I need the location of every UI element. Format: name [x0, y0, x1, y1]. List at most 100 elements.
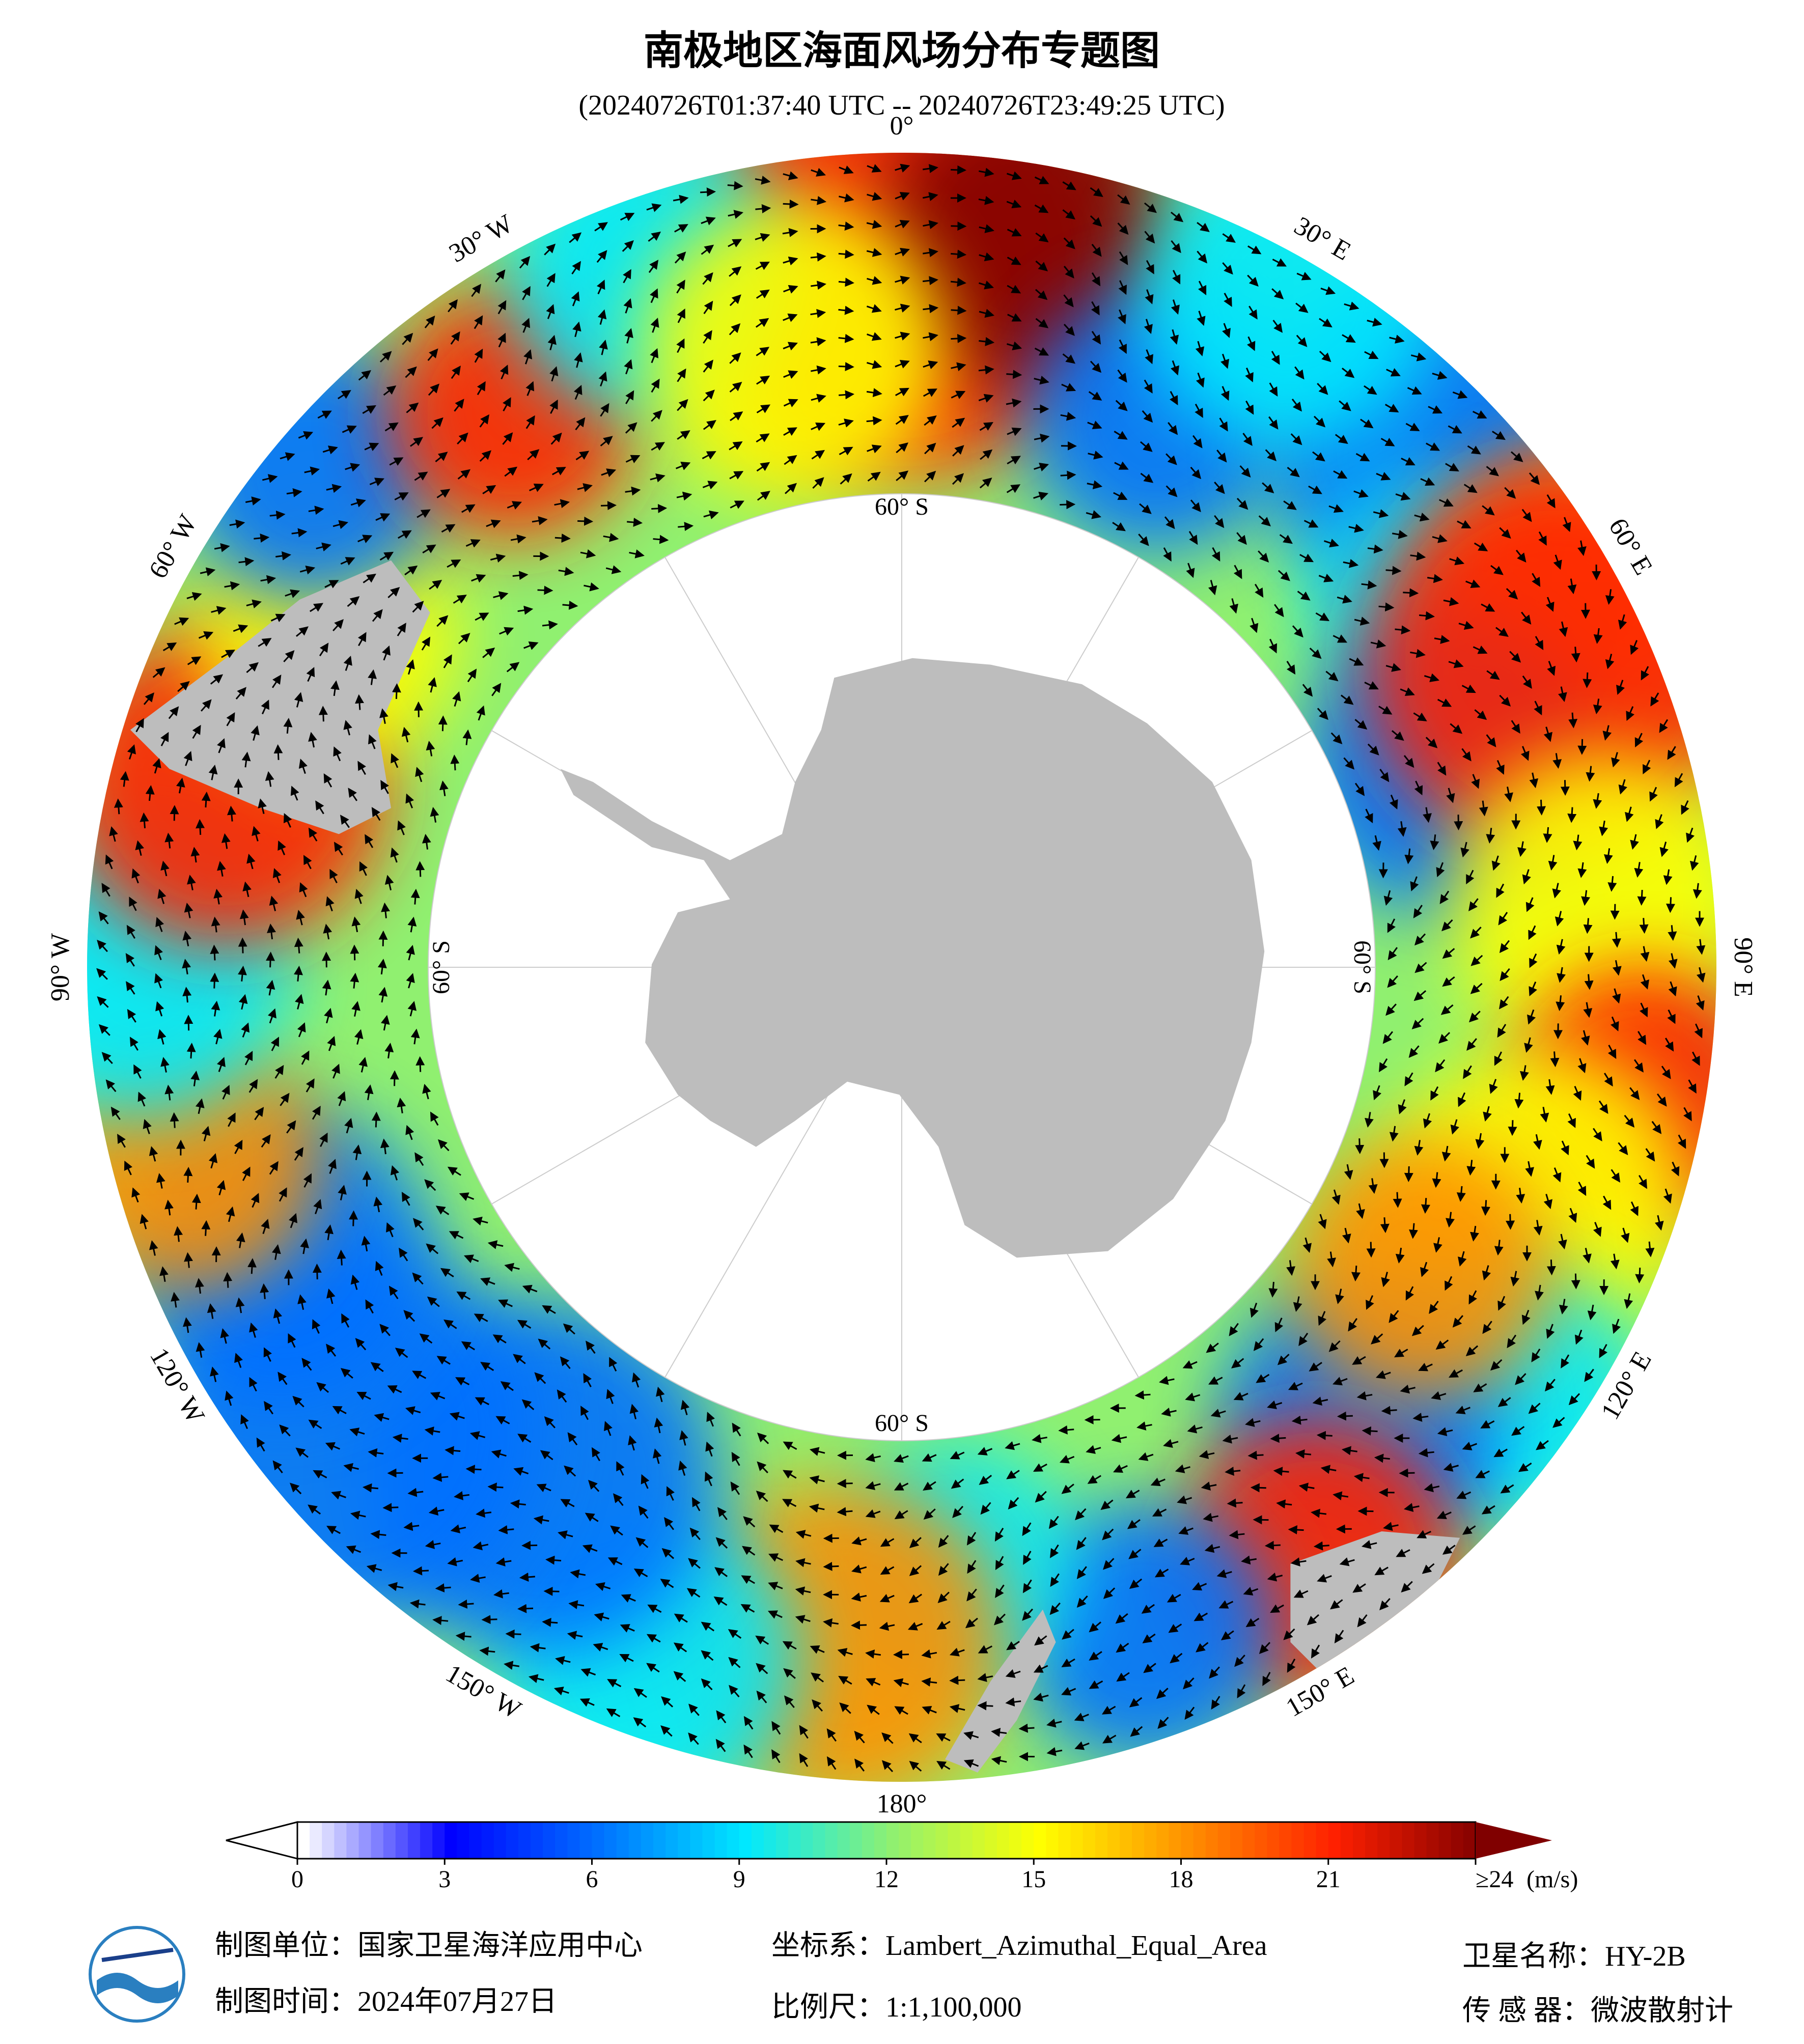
wind-arrow	[1214, 482, 1225, 494]
wind-arrow	[1128, 1549, 1142, 1559]
wind-arrow	[922, 1453, 937, 1462]
wind-arrow	[656, 1386, 665, 1403]
wind-arrow	[1152, 1508, 1167, 1517]
wind-arrow	[1219, 417, 1228, 432]
wind-arrow	[1076, 1566, 1087, 1579]
wind-arrow	[706, 1412, 715, 1427]
colorbar-cell	[567, 1822, 580, 1859]
wind-arrow	[768, 1582, 783, 1590]
colorbar-cell	[334, 1822, 347, 1859]
wind-arrow	[1379, 769, 1390, 782]
wind-speed-patch	[640, 199, 946, 505]
wind-arrow	[1034, 433, 1050, 443]
colorbar: 0 3 6 9 12 15 18 21 ≥24 (m/s)	[226, 1821, 1578, 1893]
wind-arrow	[267, 923, 276, 940]
wind-arrow	[680, 1399, 690, 1415]
wind-arrow	[1034, 462, 1049, 472]
wind-arrow	[1242, 433, 1253, 446]
wind-arrow	[294, 937, 303, 954]
wind-arrow	[1102, 1558, 1115, 1570]
wind-arrow	[1164, 516, 1175, 529]
wind-arrow	[1113, 491, 1128, 500]
wind-arrow	[1404, 1072, 1413, 1086]
wind-arrow	[1208, 580, 1217, 596]
wind-arrow	[323, 923, 332, 940]
wind-arrow	[315, 800, 324, 815]
wind-arrow	[380, 1138, 390, 1155]
wind-arrow	[1458, 1251, 1467, 1267]
wind-arrow	[1393, 1192, 1402, 1208]
wind-arrow	[1552, 883, 1562, 899]
wind-arrow	[638, 1505, 649, 1519]
wind-arrow	[542, 620, 558, 630]
wind-arrow	[462, 729, 472, 745]
wind-arrow	[1333, 1377, 1348, 1386]
wind-speed-patch	[1011, 1500, 1276, 1766]
colorbar-tick-label: 21	[1316, 1866, 1341, 1893]
wind-arrow	[506, 662, 520, 673]
wind-arrow	[355, 694, 364, 710]
wind-arrow	[924, 415, 937, 426]
wind-arrow	[1268, 1281, 1278, 1298]
wind-arrow	[373, 1196, 383, 1213]
wind-arrow	[1445, 1276, 1453, 1291]
wind-arrow	[499, 627, 514, 636]
wind-arrow	[909, 1565, 922, 1576]
wind-arrow	[1639, 918, 1649, 934]
wind-arrow	[1199, 1450, 1215, 1459]
wind-arrow	[865, 1481, 881, 1490]
wind-arrow	[397, 623, 406, 636]
wind-arrow	[351, 1001, 360, 1017]
longitude-label: 90° W	[46, 933, 75, 1001]
wind-arrow	[422, 833, 431, 850]
wind-arrow	[980, 449, 993, 460]
wind-arrow	[1486, 828, 1495, 844]
wind-arrow	[1035, 1491, 1047, 1503]
wind-arrow	[1479, 800, 1488, 817]
wind-arrow	[1414, 780, 1423, 796]
wind-arrow	[504, 466, 518, 477]
wind-arrow	[732, 1422, 741, 1437]
wind-arrow	[1395, 625, 1411, 635]
wind-arrow	[1034, 375, 1049, 385]
wind-arrow	[1432, 1172, 1441, 1188]
wind-arrow	[1112, 522, 1126, 531]
wind-arrow	[1177, 1495, 1192, 1504]
wind-arrow	[1312, 451, 1325, 462]
colorbar-low-arrow	[226, 1821, 298, 1860]
wind-arrow	[1058, 1425, 1074, 1435]
wind-arrow	[586, 1340, 596, 1354]
wind-arrow	[1385, 566, 1402, 575]
wind-arrow	[1337, 595, 1352, 604]
wind-arrow	[1145, 349, 1153, 365]
wind-arrow	[838, 362, 854, 372]
wind-arrow	[1118, 339, 1127, 354]
wind-arrow	[1231, 1358, 1244, 1368]
wind-arrow	[303, 855, 312, 870]
wind-arrow	[354, 888, 364, 904]
wind-arrow	[1008, 1497, 1019, 1510]
wind-arrow	[272, 868, 282, 883]
wind-arrow	[1440, 1004, 1454, 1015]
wind-arrow	[415, 1056, 425, 1072]
wind-arrow	[666, 1486, 675, 1501]
wind-arrow	[1466, 1160, 1476, 1176]
wind-arrow	[1060, 411, 1076, 421]
wind-arrow	[560, 1356, 571, 1369]
wind-arrow	[924, 470, 936, 483]
wind-arrow	[768, 1553, 784, 1562]
colorbar-tick-label: 12	[874, 1866, 899, 1893]
wind-arrow	[641, 1474, 650, 1489]
colorbar-cell	[1390, 1822, 1403, 1859]
wind-arrow	[333, 746, 342, 762]
colorbar-cell	[1046, 1822, 1059, 1859]
wind-arrow	[1421, 1198, 1430, 1214]
wind-arrow	[1424, 673, 1439, 682]
wind-arrow	[191, 1193, 201, 1210]
colorbar-cell	[1328, 1822, 1341, 1859]
wind-arrow	[430, 1391, 446, 1401]
wind-arrow	[412, 601, 424, 613]
wind-arrow	[1461, 684, 1476, 693]
wind-arrow	[811, 365, 826, 375]
wind-arrow	[1138, 534, 1149, 546]
